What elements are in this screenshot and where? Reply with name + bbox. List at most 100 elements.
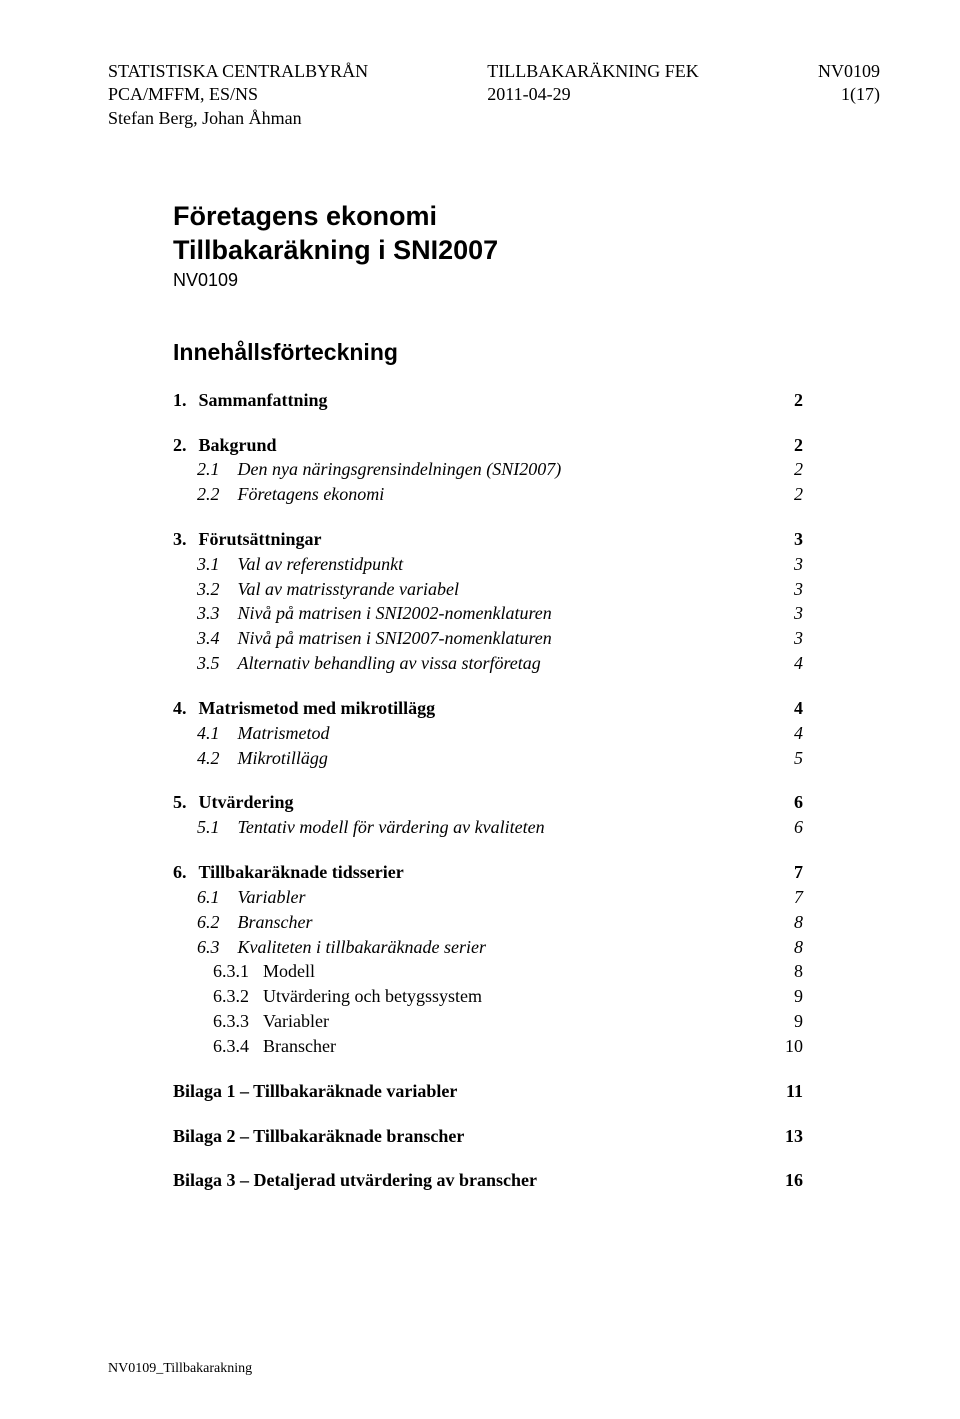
toc-number: 3. [173,527,199,552]
toc-page-number: 13 [783,1124,803,1149]
toc-label: Nivå på matrisen i SNI2002-nomenklaturen [238,601,552,626]
toc-label: Variabler [238,885,306,910]
toc-row: 6.3Kvaliteten i tillbakaräknade serier8 [173,935,803,960]
toc-page-number: 4 [792,651,803,676]
toc-row: 4.Matrismetod med mikrotillägg 4 [173,696,803,721]
toc-label: Företagens ekonomi [238,482,385,507]
toc-page-number: 6 [792,815,803,840]
toc-number: 6.2 [173,910,238,935]
toc-group: 4.Matrismetod med mikrotillägg 4 4.1Matris… [173,696,803,770]
toc-number: 2. [173,433,199,458]
toc-row: 1.Sammanfattning2 [173,388,803,413]
toc-row: 3.1Val av referenstidpunkt3 [173,552,803,577]
toc-label: Utvärdering och betygssystem [263,984,482,1009]
toc-row: 2.Bakgrund2 [173,433,803,458]
toc-label: Tentativ modell för värdering av kvalite… [238,815,545,840]
toc-number: 3.5 [173,651,238,676]
toc-page-number: 2 [792,457,803,482]
toc-page-number: 5 [792,746,803,771]
toc-label: Nivå på matrisen i SNI2007-nomenklaturen [238,626,552,651]
toc-label: Branscher [263,1034,336,1059]
toc-heading: Innehållsförteckning [173,339,880,366]
toc-page-number: 9 [792,984,803,1009]
toc-row: 6.3.4Branscher10 [173,1034,803,1059]
toc-number: 1. [173,388,199,413]
toc-label: Matrismetod med mikrotillägg [199,696,436,721]
toc-page-number: 7 [792,860,803,885]
toc-row: 2.2Företagens ekonomi2 [173,482,803,507]
toc-number: 3.1 [173,552,238,577]
toc-number: 4.2 [173,746,238,771]
toc-row: 6.1Variabler 7 [173,885,803,910]
toc-row: Bilaga 1 – Tillbakaräknade variabler 11 [173,1079,803,1104]
toc-page-number: 8 [792,959,803,984]
toc-label: Modell [263,959,315,984]
toc-page-number: 2 [792,433,803,458]
toc-number: 2.1 [173,457,238,482]
toc-page-number: 8 [792,910,803,935]
toc-number: 6.3.2 [173,984,263,1009]
toc-label: Bilaga 3 – Detaljerad utvärdering av bra… [173,1168,537,1193]
header-authors: Stefan Berg, Johan Åhman [108,107,368,130]
header-center-title: TILLBAKARÄKNING FEK [487,60,698,83]
toc-label: Matrismetod [238,721,330,746]
toc-page-number: 3 [792,527,803,552]
footer-text: NV0109_Tillbakarakning [108,1361,252,1377]
toc-page-number: 7 [792,885,803,910]
toc-container: 1.Sammanfattning2 2.Bakgrund22.1Den nya n… [173,388,803,1194]
toc-row: 2.1Den nya näringsgrensindelningen (SNI2… [173,457,803,482]
toc-number: 4. [173,696,199,721]
toc-label: Branscher [238,910,313,935]
toc-label: Bilaga 2 – Tillbakaräknade branscher [173,1124,464,1149]
toc-label: Den nya näringsgrensindelningen (SNI2007… [238,457,562,482]
header-org: STATISTISKA CENTRALBYRÅN [108,60,368,83]
title-block: Företagens ekonomi Tillbakaräkning i SNI… [173,200,880,291]
toc-group: 2.Bakgrund22.1Den nya näringsgrensindeln… [173,433,803,507]
toc-number: 6.3.1 [173,959,263,984]
toc-number: 6.3.3 [173,1009,263,1034]
toc-page-number: 4 [792,721,803,746]
toc-page-number: 11 [784,1079,803,1104]
toc-label: Förutsättningar [199,527,322,552]
toc-group: 1.Sammanfattning2 [173,388,803,413]
toc-row: Bilaga 2 – Tillbakaräknade branscher 13 [173,1124,803,1149]
toc-row: 6.3.3Variabler9 [173,1009,803,1034]
toc-page-number: 16 [783,1168,803,1193]
document-page: STATISTISKA CENTRALBYRÅN PCA/MFFM, ES/NS… [0,0,960,1253]
title-line2: Tillbakaräkning i SNI2007 [173,234,880,268]
toc-label: Utvärdering [199,790,294,815]
toc-number: 3.2 [173,577,238,602]
toc-group: Bilaga 3 – Detaljerad utvärdering av bra… [173,1168,803,1193]
toc-page-number: 8 [792,935,803,960]
header-dept: PCA/MFFM, ES/NS [108,83,368,106]
toc-row: 5.1Tentativ modell för värdering av kval… [173,815,803,840]
toc-label: Mikrotillägg [238,746,328,771]
header-right: NV0109 1(17) [818,60,880,130]
toc-row: 6.Tillbakaräknade tidsserier7 [173,860,803,885]
toc-number: 6.3 [173,935,238,960]
header-center: TILLBAKARÄKNING FEK 2011-04-29 [487,60,698,130]
toc-row: 5.Utvärdering6 [173,790,803,815]
toc-number: 6.3.4 [173,1034,263,1059]
toc-label: Alternativ behandling av vissa storföret… [238,651,541,676]
toc-number: 4.1 [173,721,238,746]
toc-page-number: 3 [792,577,803,602]
toc-row: 3.4Nivå på matrisen i SNI2007-nomenklatu… [173,626,803,651]
toc-row: 4.2Mikrotillägg 5 [173,746,803,771]
toc-row: 6.3.2Utvärdering och betygssystem 9 [173,984,803,1009]
toc-number: 3.4 [173,626,238,651]
toc-label: Bilaga 1 – Tillbakaräknade variabler [173,1079,457,1104]
header-left: STATISTISKA CENTRALBYRÅN PCA/MFFM, ES/NS… [108,60,368,130]
toc-number: 6.1 [173,885,238,910]
toc-label: Variabler [263,1009,329,1034]
toc-row: 3.3Nivå på matrisen i SNI2002-nomenklatu… [173,601,803,626]
toc-page-number: 4 [792,696,803,721]
toc-label: Tillbakaräknade tidsserier [199,860,404,885]
header-page-of: 1(17) [818,83,880,106]
toc-row: 6.2Branscher 8 [173,910,803,935]
toc-number: 3.3 [173,601,238,626]
toc-number: 5. [173,790,199,815]
toc-page-number: 2 [792,482,803,507]
toc-page-number: 3 [792,601,803,626]
toc-row: 6.3.1Modell 8 [173,959,803,984]
